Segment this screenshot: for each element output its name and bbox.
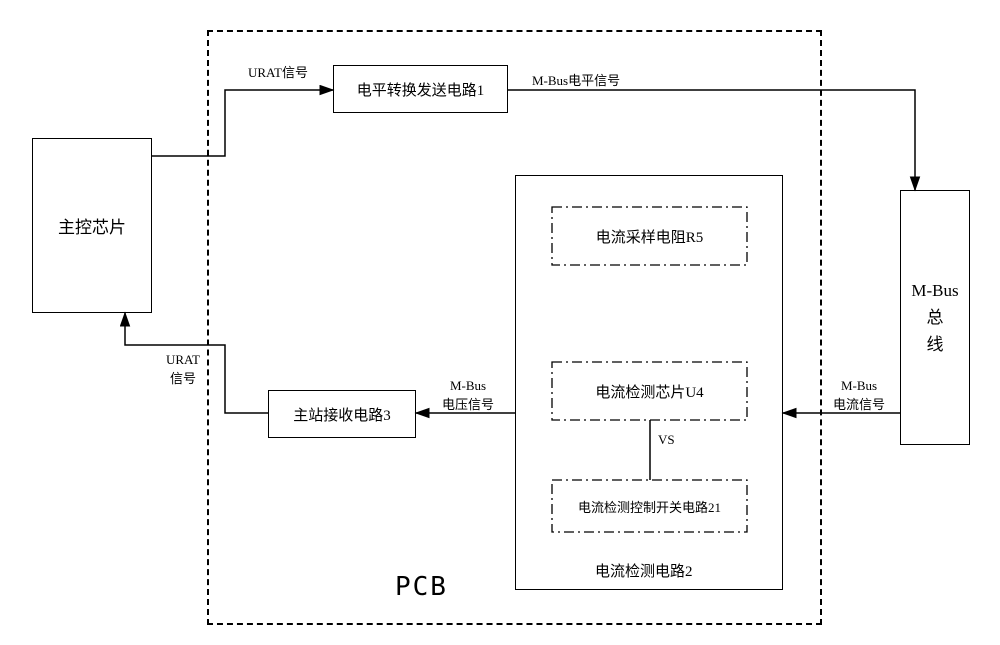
detect-group-label: 电流检测电路2 — [595, 560, 693, 581]
rx-circuit-label: 主站接收电路3 — [293, 404, 391, 425]
edge-label-4: URAT 信号 — [166, 352, 200, 387]
edge-label-5: VS — [658, 432, 675, 448]
sw21-label: 电流检测控制开关电路21 — [552, 480, 747, 532]
main-chip-label: 主控芯片 — [58, 213, 126, 238]
edge-label-0: URAT信号 — [248, 62, 308, 81]
node-rx-circuit: 主站接收电路3 — [268, 390, 416, 438]
edge-label-3: M-Bus 电压信号 — [442, 378, 494, 413]
node-mbus: M-Bus 总 线 — [900, 190, 970, 445]
tx-circuit-label: 电平转换发送电路1 — [357, 79, 485, 100]
edge-label-1: M-Bus电平信号 — [532, 70, 620, 89]
edge-label-2: M-Bus 电流信号 — [833, 378, 885, 413]
node-main-chip: 主控芯片 — [32, 138, 152, 313]
node-tx-circuit: 电平转换发送电路1 — [333, 65, 508, 113]
pcb-label: PCB — [395, 572, 448, 602]
mbus-label: M-Bus 总 线 — [911, 277, 958, 359]
r5-label: 电流采样电阻R5 — [552, 207, 747, 265]
u4-label: 电流检测芯片U4 — [552, 362, 747, 420]
